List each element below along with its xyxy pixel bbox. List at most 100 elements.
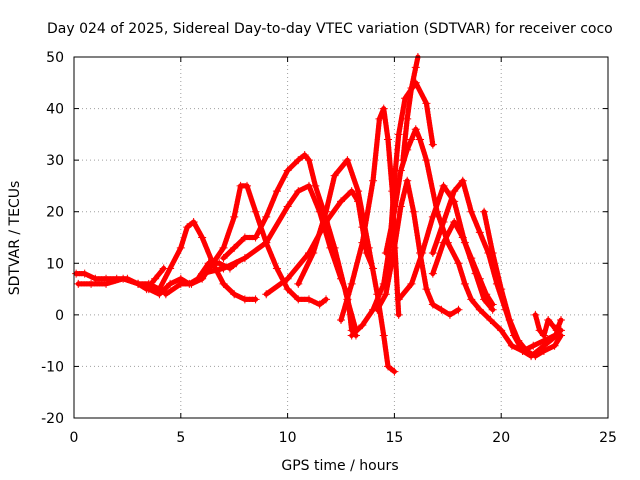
data-point xyxy=(488,300,497,309)
data-point xyxy=(381,290,390,299)
y-tick-label: 10 xyxy=(46,256,64,272)
data-point xyxy=(522,346,531,355)
data-point xyxy=(428,248,437,257)
series-arc-16 xyxy=(428,218,497,309)
data-point xyxy=(358,238,367,247)
series-arc-6 xyxy=(219,150,360,335)
data-point xyxy=(394,295,403,304)
data-point xyxy=(416,135,425,144)
data-point xyxy=(467,207,476,216)
data-point xyxy=(176,279,185,288)
x-tick-label: 25 xyxy=(599,430,617,446)
data-point xyxy=(557,316,566,325)
series-arc-17 xyxy=(480,207,566,361)
data-point xyxy=(539,346,548,355)
data-point xyxy=(422,156,431,165)
x-axis-label: GPS time / hours xyxy=(281,458,398,474)
data-point xyxy=(460,279,469,288)
data-point xyxy=(155,285,164,294)
data-point xyxy=(383,362,392,371)
data-point xyxy=(87,279,96,288)
data-point xyxy=(497,326,506,335)
data-point xyxy=(219,279,228,288)
series-markers xyxy=(163,183,329,308)
data-point xyxy=(550,341,559,350)
data-point xyxy=(166,264,175,273)
data-point xyxy=(330,243,339,252)
data-point xyxy=(475,274,484,283)
chart-title: Day 024 of 2025, Sidereal Day-to-day VTE… xyxy=(47,21,613,37)
x-tick-label: 15 xyxy=(385,430,403,446)
data-point xyxy=(428,140,437,149)
data-point xyxy=(390,243,399,252)
y-tick-label: 40 xyxy=(46,102,64,118)
data-point xyxy=(497,285,506,294)
series-arc-12 xyxy=(373,176,463,319)
data-point xyxy=(364,243,373,252)
data-point xyxy=(379,331,388,340)
data-point xyxy=(369,176,378,185)
data-point xyxy=(358,321,367,330)
data-point xyxy=(337,197,345,206)
data-point xyxy=(409,207,418,216)
data-point xyxy=(219,243,228,252)
data-point xyxy=(458,233,467,242)
data-point xyxy=(480,207,489,216)
data-point xyxy=(407,135,416,144)
data-point xyxy=(439,181,448,190)
data-point xyxy=(343,156,352,165)
data-point xyxy=(309,248,318,257)
data-point xyxy=(251,295,260,304)
data-point xyxy=(262,212,271,221)
data-point xyxy=(557,331,566,340)
data-point xyxy=(514,336,523,345)
data-point xyxy=(458,176,467,185)
data-point xyxy=(398,156,407,165)
data-point xyxy=(396,202,405,211)
data-point xyxy=(262,290,271,299)
data-point xyxy=(251,233,260,242)
data-point xyxy=(531,310,540,319)
data-point xyxy=(486,316,495,325)
data-point xyxy=(198,233,207,242)
data-point xyxy=(294,279,303,288)
data-point xyxy=(467,254,476,263)
data-point xyxy=(272,264,281,273)
x-tick-label: 10 xyxy=(279,430,297,446)
data-point xyxy=(383,135,392,144)
data-point xyxy=(294,295,303,304)
data-point xyxy=(482,290,491,299)
x-tick-label: 5 xyxy=(176,430,185,446)
series-arc-18 xyxy=(531,310,566,340)
y-tick-label: 50 xyxy=(46,50,64,66)
data-point xyxy=(189,218,198,227)
data-point xyxy=(439,238,448,247)
data-point xyxy=(454,305,463,314)
data-point xyxy=(283,285,292,294)
data-point xyxy=(428,269,437,278)
data-point xyxy=(505,316,514,325)
grid xyxy=(74,57,608,418)
data-point xyxy=(272,187,281,196)
data-point xyxy=(283,202,292,211)
data-point xyxy=(294,187,303,196)
data-point xyxy=(219,264,228,273)
data-point xyxy=(187,279,196,288)
data-point xyxy=(407,279,416,288)
data-point xyxy=(304,156,313,165)
data-point xyxy=(183,223,192,232)
data-point xyxy=(475,305,484,314)
data-point xyxy=(375,114,384,123)
data-point xyxy=(390,367,399,376)
data-point xyxy=(454,259,463,268)
data-point xyxy=(396,166,405,175)
data-point xyxy=(322,295,331,304)
data-point xyxy=(548,321,557,330)
series-line xyxy=(221,152,359,333)
data-point xyxy=(428,212,437,221)
data-point xyxy=(411,125,420,134)
data-point xyxy=(381,248,390,257)
data-point xyxy=(243,181,252,190)
data-point xyxy=(322,207,331,216)
